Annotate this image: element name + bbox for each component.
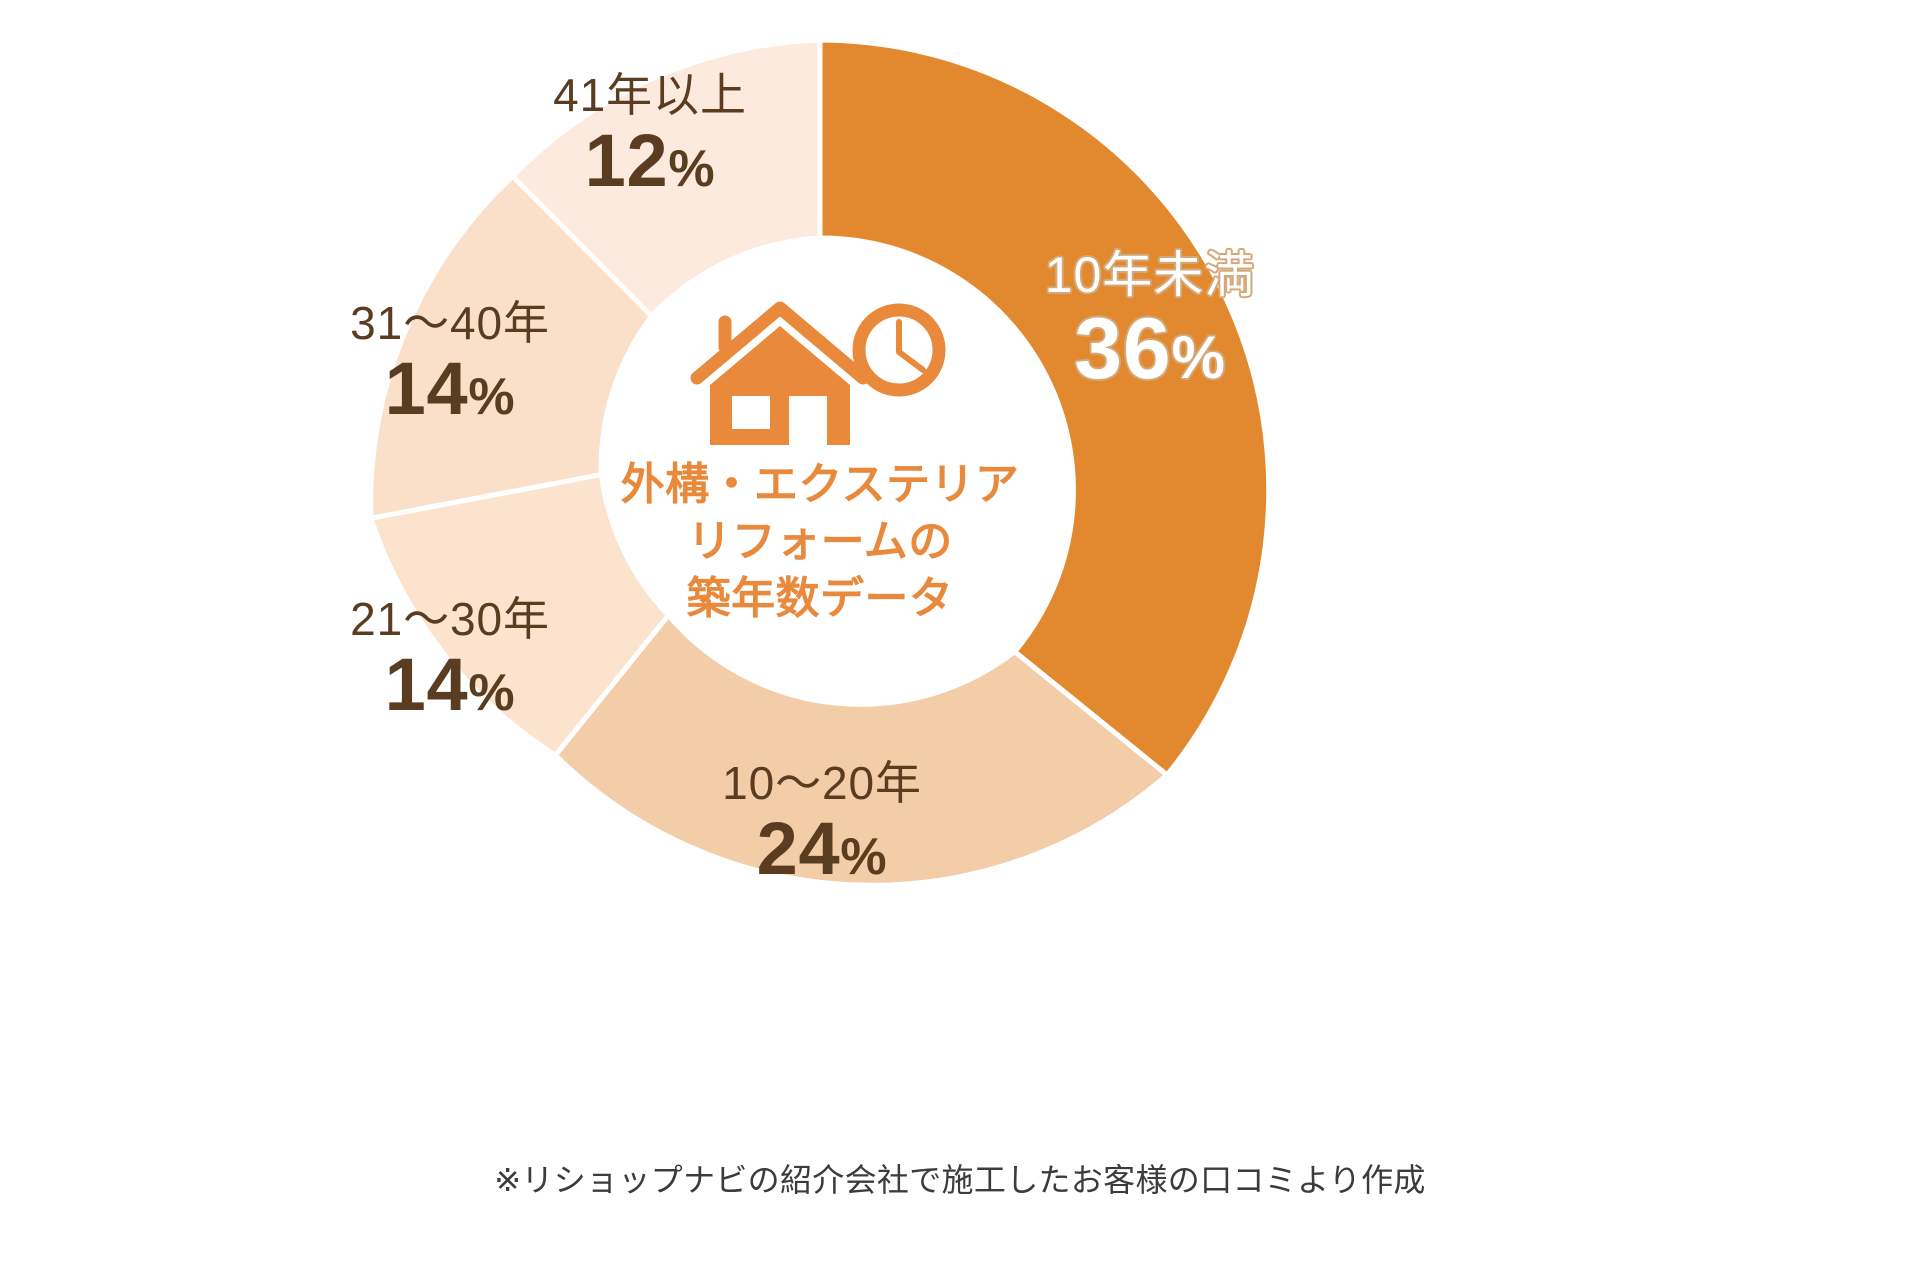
donut-slice-10〜20年[interactable] (552, 611, 1171, 888)
slice-value-10〜20年: 24% (756, 807, 888, 890)
slice-label-21〜30年: 21〜30年 14% (300, 596, 600, 722)
donut-slice-10年未満[interactable] (817, 37, 1272, 779)
slice-category-41年以上: 41年以上 (553, 69, 747, 121)
slice-label-31〜40年: 31〜40年 14% (300, 300, 600, 426)
slice-category-10〜20年: 10〜20年 (722, 757, 922, 809)
donut-chart: 外構・エクステリア リフォームの 築年数データ 41年以上 12% 31〜40年… (300, 37, 1300, 888)
slice-category-10年未満: 10年未満 (1044, 247, 1256, 303)
donut-slice-31〜40年[interactable] (368, 172, 655, 522)
slice-value-21〜30年: 14% (384, 643, 516, 726)
slice-value-41年以上: 12% (584, 119, 716, 202)
slice-value-10年未満: 36% (1074, 301, 1226, 397)
footnote: ※リショップナビの紹介会社で施工したお客様の口コミより作成 (494, 1162, 1426, 1198)
donut-slice-21〜30年[interactable] (367, 471, 672, 759)
slice-value-31〜40年: 14% (384, 347, 516, 430)
donut-slice-41年以上[interactable] (509, 37, 823, 320)
donut-svg (367, 37, 1272, 888)
slice-label-10年未満: 10年未満 36% (1000, 250, 1300, 392)
slice-label-41年以上: 41年以上 12% (500, 72, 800, 198)
slice-label-10〜20年: 10〜20年 24% (672, 760, 972, 886)
slice-category-21〜30年: 21〜30年 (350, 593, 550, 645)
slice-category-31〜40年: 31〜40年 (350, 297, 550, 349)
